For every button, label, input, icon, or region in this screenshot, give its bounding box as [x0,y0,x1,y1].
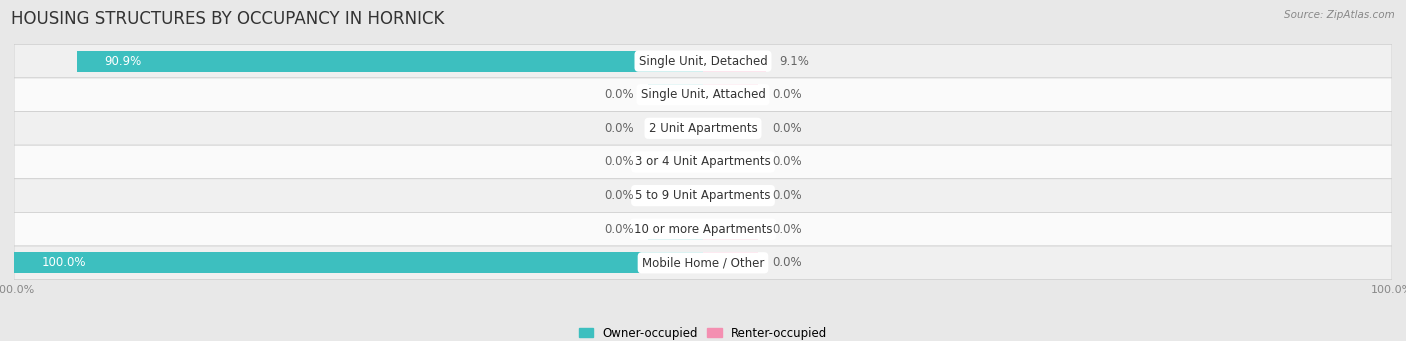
Text: HOUSING STRUCTURES BY OCCUPANCY IN HORNICK: HOUSING STRUCTURES BY OCCUPANCY IN HORNI… [11,10,444,28]
Text: Mobile Home / Other: Mobile Home / Other [641,256,765,269]
Bar [703,51,766,72]
Text: 10 or more Apartments: 10 or more Apartments [634,223,772,236]
FancyBboxPatch shape [14,78,1392,112]
Bar [703,118,758,139]
Bar [77,51,703,72]
Bar [703,185,758,206]
Bar [14,252,703,273]
Text: 90.9%: 90.9% [104,55,142,68]
Bar [648,118,703,139]
FancyBboxPatch shape [14,246,1392,280]
Text: 5 to 9 Unit Apartments: 5 to 9 Unit Apartments [636,189,770,202]
Bar [648,219,703,240]
FancyBboxPatch shape [14,179,1392,212]
Text: 0.0%: 0.0% [772,155,801,168]
Bar [703,151,758,173]
Bar [703,219,758,240]
Text: 0.0%: 0.0% [605,223,634,236]
Bar [648,84,703,105]
FancyBboxPatch shape [14,212,1392,246]
Text: Single Unit, Detached: Single Unit, Detached [638,55,768,68]
Text: 9.1%: 9.1% [779,55,810,68]
Text: 2 Unit Apartments: 2 Unit Apartments [648,122,758,135]
Bar [648,185,703,206]
Text: 0.0%: 0.0% [772,88,801,101]
Text: 100.0%: 100.0% [42,256,86,269]
Text: 0.0%: 0.0% [605,155,634,168]
Text: 0.0%: 0.0% [772,189,801,202]
Text: 3 or 4 Unit Apartments: 3 or 4 Unit Apartments [636,155,770,168]
FancyBboxPatch shape [14,44,1392,78]
Bar [648,151,703,173]
Text: 0.0%: 0.0% [772,223,801,236]
Text: Single Unit, Attached: Single Unit, Attached [641,88,765,101]
Text: 0.0%: 0.0% [605,122,634,135]
Text: 0.0%: 0.0% [605,88,634,101]
Text: 0.0%: 0.0% [605,189,634,202]
FancyBboxPatch shape [14,145,1392,179]
Text: 0.0%: 0.0% [772,256,801,269]
Legend: Owner-occupied, Renter-occupied: Owner-occupied, Renter-occupied [579,327,827,340]
Text: Source: ZipAtlas.com: Source: ZipAtlas.com [1284,10,1395,20]
Bar [703,252,758,273]
FancyBboxPatch shape [14,112,1392,145]
Text: 0.0%: 0.0% [772,122,801,135]
Bar [703,84,758,105]
